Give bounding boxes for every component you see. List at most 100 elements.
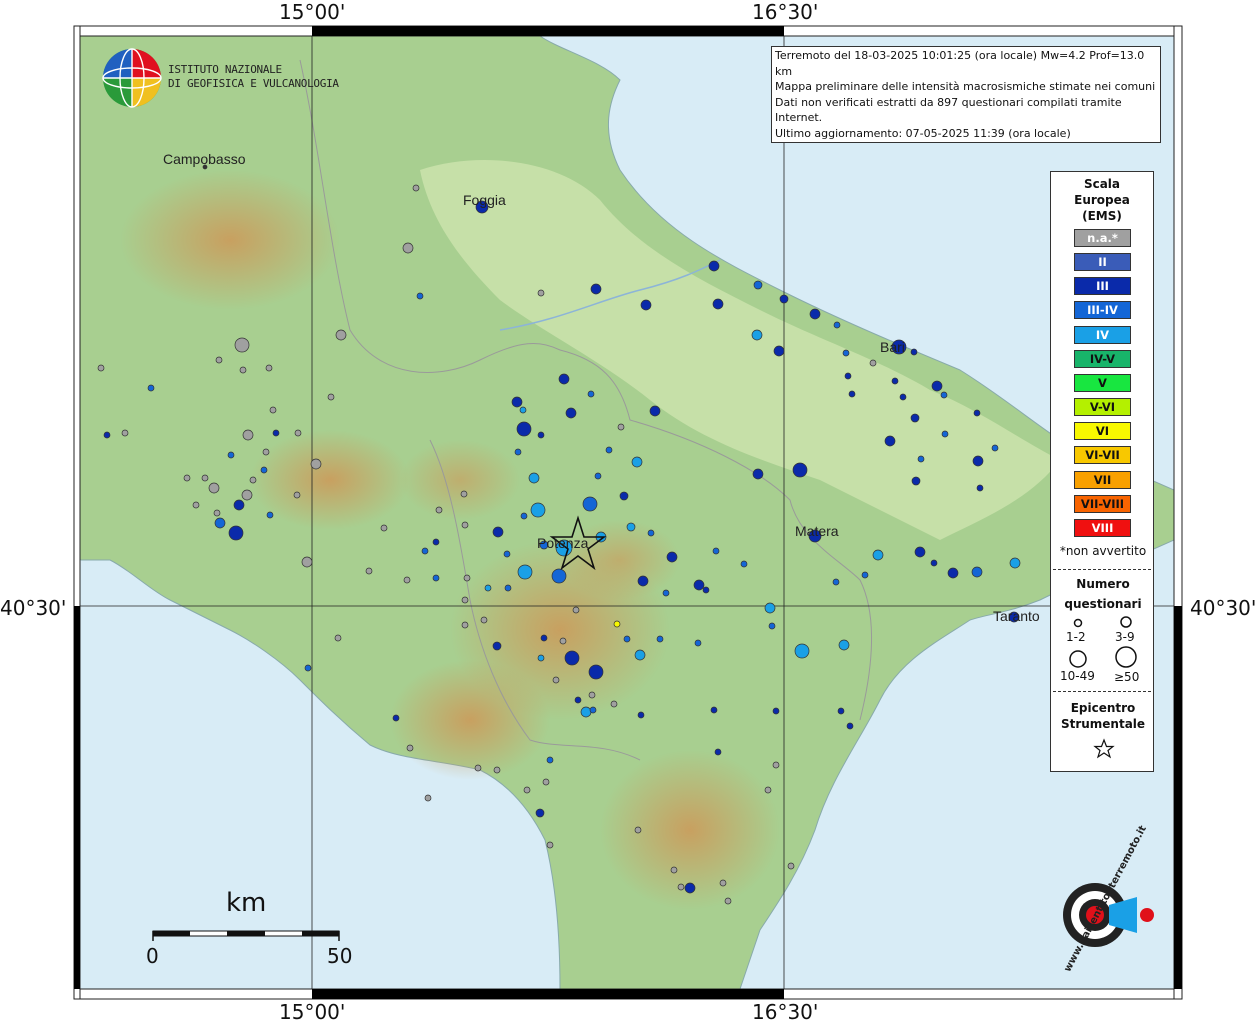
intensity-point — [492, 526, 504, 538]
intensity-point — [656, 635, 664, 643]
intensity-points — [97, 164, 1021, 905]
intensity-point — [565, 407, 577, 419]
intensity-point — [631, 456, 643, 468]
intensity-point — [899, 393, 907, 401]
legend-note: *non avvertito — [1059, 544, 1147, 558]
intensity-point — [208, 482, 220, 494]
intensity-point — [514, 448, 522, 456]
ems-legend: Scala Europea (EMS) n.a.* II III III-IV IV IV… — [1050, 171, 1154, 772]
intensity-point — [227, 451, 235, 459]
intensity-point — [779, 294, 789, 304]
intensity-point — [848, 390, 856, 398]
intensity-point — [930, 559, 938, 567]
coord-label-bottom-left: 15°00' — [279, 1000, 346, 1024]
intensity-point — [293, 491, 301, 499]
city-label: Bari — [880, 339, 905, 355]
legend-number-title: Numero questionari — [1051, 574, 1155, 614]
legend-swatch: VIII — [1074, 518, 1131, 537]
intensity-point — [662, 589, 670, 597]
legend-swatch: V-VI — [1074, 398, 1131, 417]
intensity-point — [787, 862, 795, 870]
intensity-point — [183, 474, 191, 482]
intensity-point — [594, 472, 602, 480]
intensity-point — [708, 260, 720, 272]
intensity-point — [634, 826, 642, 834]
intensity-point — [215, 356, 223, 364]
intensity-point — [910, 348, 918, 356]
intensity-point — [540, 634, 548, 642]
intensity-point — [764, 602, 776, 614]
intensity-point — [262, 448, 270, 456]
intensity-point — [380, 524, 388, 532]
legend-title-line: Scala — [1083, 177, 1121, 191]
intensity-point — [588, 691, 596, 699]
epicenter-legend-star-icon — [1093, 738, 1115, 759]
intensity-point — [520, 512, 528, 520]
intensity-point — [234, 337, 250, 353]
intensity-point — [249, 476, 257, 484]
legend-swatch: VI-VII — [1074, 446, 1131, 465]
intensity-point — [972, 455, 984, 467]
intensity-point — [552, 676, 560, 684]
intensity-point — [327, 393, 335, 401]
intensity-point — [537, 289, 545, 297]
intensity-point — [637, 711, 645, 719]
intensity-point — [535, 808, 545, 818]
intensity-point — [772, 707, 780, 715]
intensity-point — [973, 409, 981, 417]
legend-swatch: III — [1074, 277, 1131, 296]
intensity-point — [587, 390, 595, 398]
intensity-point — [1008, 611, 1020, 623]
intensity-point — [484, 584, 492, 592]
intensity-point — [559, 637, 567, 645]
intensity-point — [792, 462, 808, 478]
intensity-point — [710, 706, 718, 714]
intensity-point — [233, 499, 245, 511]
coord-label-top-left: 15°00' — [279, 0, 346, 24]
intensity-point — [503, 550, 511, 558]
intensity-point — [304, 664, 312, 672]
intensity-point — [213, 509, 221, 517]
intensity-point — [842, 349, 850, 357]
land-area — [80, 36, 1174, 989]
intensity-point — [269, 406, 277, 414]
coord-label-top-right: 16°30' — [752, 0, 819, 24]
intensity-point — [239, 366, 247, 374]
intensity-point — [412, 184, 420, 192]
intensity-point — [976, 484, 984, 492]
intensity-point — [666, 551, 678, 563]
intensity-point — [335, 329, 347, 341]
intensity-point — [772, 761, 780, 769]
intensity-point — [432, 538, 440, 546]
intensity-point — [558, 373, 570, 385]
intensity-point — [516, 421, 532, 437]
intensity-point — [884, 435, 896, 447]
intensity-point — [891, 377, 899, 385]
intensity-point — [914, 546, 926, 558]
legend-swatch: VII-VIII — [1074, 494, 1131, 513]
intensity-point — [406, 744, 414, 752]
legend-number-title-line: questionari — [1064, 597, 1142, 611]
intensity-point — [740, 560, 748, 568]
epicenter-star-icon — [549, 515, 607, 571]
intensity-point — [634, 649, 646, 661]
intensity-point — [537, 654, 545, 662]
intensity-point — [794, 643, 810, 659]
intensity-point — [463, 574, 471, 582]
intensity-point — [589, 706, 597, 714]
legend-swatch: V — [1074, 373, 1131, 392]
intensity-point — [403, 576, 411, 584]
intensity-point — [991, 444, 999, 452]
coord-label-right: 40°30' — [1190, 596, 1255, 620]
city-label: Matera — [795, 523, 839, 539]
intensity-point — [546, 756, 554, 764]
intensity-point — [846, 722, 854, 730]
size-label: ≥50 — [1114, 670, 1140, 684]
intensity-point — [528, 472, 540, 484]
intensity-point — [97, 364, 105, 372]
intensity-point — [940, 391, 948, 399]
intensity-point — [435, 506, 443, 514]
intensity-point — [941, 430, 949, 438]
intensity-point — [768, 622, 776, 630]
intensity-point — [392, 714, 400, 722]
